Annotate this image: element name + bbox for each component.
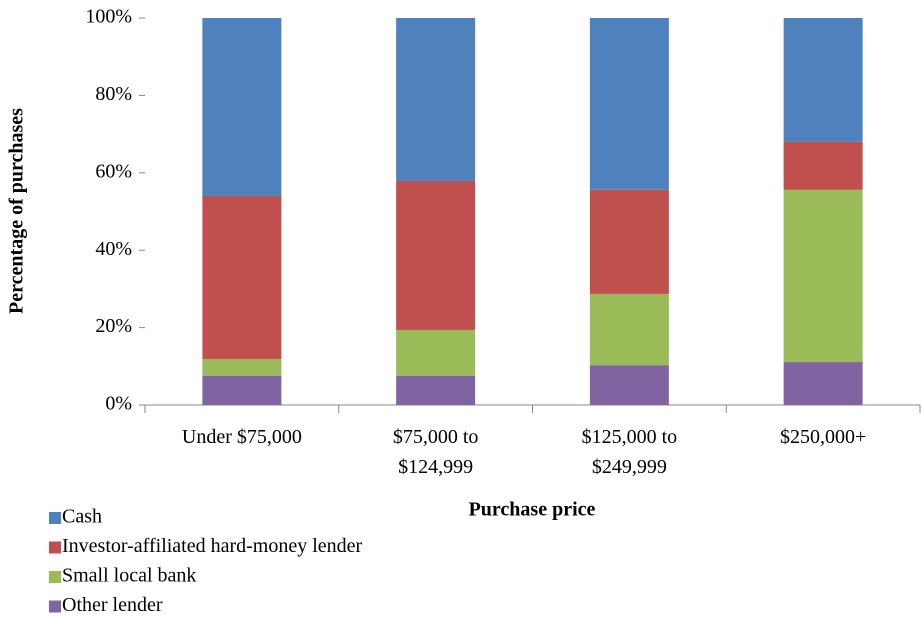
bar-segment: [202, 196, 282, 359]
y-tick-label: 80%: [95, 83, 132, 105]
bar-segment: [202, 18, 282, 197]
bar-segment: [202, 375, 282, 405]
bar-segment: [783, 18, 863, 142]
y-tick-label: 100%: [85, 6, 132, 28]
bar-segment: [589, 189, 669, 294]
bar-segment: [783, 362, 863, 405]
x-axis-title: Purchase price: [469, 499, 596, 521]
bar-segment: [783, 141, 863, 190]
legend-swatch: [49, 512, 61, 524]
legend-swatch: [49, 541, 61, 554]
legend-swatch: [49, 571, 61, 583]
bar-segment: [396, 329, 476, 376]
legend-swatch: [49, 600, 61, 613]
y-tick-label: 0%: [105, 393, 132, 415]
x-tick-label: $75,000 to $124,999: [392, 426, 479, 478]
bar-segment: [589, 18, 669, 190]
x-tick-label: $250,000+: [779, 426, 867, 448]
y-tick-label: 40%: [95, 238, 132, 260]
legend-label: Investor-affiliated hard-money lender: [62, 535, 363, 557]
y-tick-label: 60%: [95, 160, 132, 182]
legend-label: Other lender: [62, 594, 163, 616]
x-tick-label: $125,000 to $249,999: [581, 426, 678, 478]
bar-segment: [396, 18, 476, 181]
legend-label: Cash: [62, 506, 102, 528]
bar-segment: [202, 358, 282, 376]
bar-segment: [783, 189, 863, 363]
y-tick-label: 20%: [95, 315, 132, 337]
bar-segment: [589, 365, 669, 405]
bar-segment: [589, 293, 669, 366]
y-axis-title: Percentage of purchases: [6, 108, 28, 314]
x-tick-label: Under $75,000: [181, 426, 302, 448]
bar-segment: [396, 375, 476, 405]
legend-label: Small local bank: [62, 565, 196, 587]
bar-segment: [396, 180, 476, 330]
